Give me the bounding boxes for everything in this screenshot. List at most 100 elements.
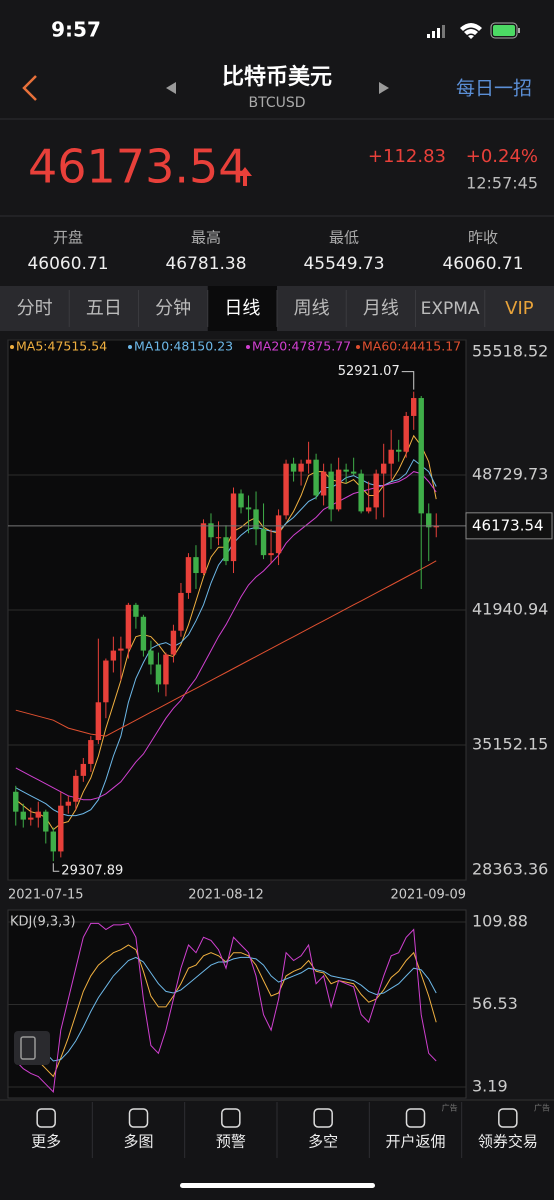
stat-label: 昨收 xyxy=(468,229,498,247)
x-tick-label: 2021-09-09 xyxy=(390,888,466,903)
phone-icon[interactable] xyxy=(14,1031,50,1065)
y-tick-label: 109.88 xyxy=(472,912,528,931)
candle-body xyxy=(380,463,387,474)
nav-label[interactable]: 更多 xyxy=(31,1133,61,1151)
candle-body xyxy=(80,763,87,776)
legend-label: MA60:44415.17 xyxy=(362,339,461,354)
ad-label: 广告 xyxy=(442,1103,458,1113)
candle-body xyxy=(365,507,372,512)
candle-body xyxy=(103,660,109,703)
nav-icon[interactable] xyxy=(405,1108,426,1128)
price-chart: 55518.52 48729.73 41940.94 35152.15 28363.36… xyxy=(8,339,553,903)
home-indicator xyxy=(180,1183,375,1188)
x-tick-label: 2021-08-12 xyxy=(188,888,264,903)
candle-body xyxy=(433,525,439,528)
legend-label: MA5:47515.54 xyxy=(16,339,107,354)
kdj-title: KDJ(9,3,3) xyxy=(10,915,76,930)
candle-body xyxy=(283,463,289,516)
stat-label: 最低 xyxy=(329,229,359,247)
candle-body xyxy=(373,473,379,508)
tab[interactable]: 分时 xyxy=(17,298,53,319)
candle-body xyxy=(125,604,132,649)
candle-body xyxy=(275,515,282,554)
candle-body xyxy=(230,493,237,562)
candle-body xyxy=(58,805,64,852)
back-button[interactable] xyxy=(22,75,37,101)
kdj-line xyxy=(15,956,437,1062)
candle-body xyxy=(335,469,342,510)
candle-body xyxy=(320,471,327,496)
candle-body xyxy=(163,654,169,685)
candle-body xyxy=(73,775,79,802)
tab[interactable]: 五日 xyxy=(86,298,122,319)
stat-value: 45549.73 xyxy=(303,254,384,274)
plot xyxy=(13,391,439,862)
status-time: 9:57 xyxy=(51,18,101,42)
stat-value: 46060.71 xyxy=(27,254,108,274)
candle-body xyxy=(28,817,34,820)
candle-body xyxy=(305,459,312,464)
candle-body xyxy=(185,557,192,593)
candle-body xyxy=(426,513,432,528)
candle-body xyxy=(253,509,259,530)
candle-body xyxy=(133,604,139,617)
nav-label[interactable]: 多空 xyxy=(308,1133,338,1151)
y-tick-label: 3.19 xyxy=(472,1077,508,1096)
next-button[interactable] xyxy=(379,82,389,94)
candle-body xyxy=(290,463,297,472)
nav-label[interactable]: 预警 xyxy=(216,1133,246,1151)
plot xyxy=(15,922,437,1093)
candle-body xyxy=(20,811,26,820)
ma-line xyxy=(15,471,437,801)
nav-label[interactable]: 开户返佣 xyxy=(385,1133,445,1151)
candle-body xyxy=(110,650,117,661)
legend-swatch xyxy=(356,345,360,349)
candle-body xyxy=(395,449,402,452)
candle-body xyxy=(200,523,207,574)
status-icons xyxy=(427,22,520,39)
nav-icon[interactable] xyxy=(498,1108,518,1128)
nav-label[interactable]: 多图 xyxy=(123,1133,153,1151)
candle-body xyxy=(155,664,162,685)
header-title: 比特币美元 xyxy=(222,64,332,90)
header-subtitle: BTCUSD xyxy=(248,95,305,111)
stat-value: 46060.71 xyxy=(442,254,523,274)
candle-body xyxy=(95,702,102,741)
nav-icon[interactable] xyxy=(128,1108,149,1128)
candle-body xyxy=(35,811,41,818)
tab[interactable]: 分钟 xyxy=(155,298,191,319)
candle-body xyxy=(313,459,319,496)
candle-body xyxy=(350,471,357,474)
candle-body xyxy=(411,398,417,416)
candle-body xyxy=(328,471,334,510)
candle-body xyxy=(245,507,252,510)
max-annotation: 52921.07 xyxy=(338,364,400,379)
tab[interactable]: VIP xyxy=(505,298,534,319)
candle-body xyxy=(43,811,49,832)
last-price-box xyxy=(465,512,553,540)
daily-tip[interactable]: 每日一招 xyxy=(456,78,532,100)
nav-icon[interactable] xyxy=(221,1108,241,1128)
quote-time: 12:57:45 xyxy=(466,174,538,193)
candle-body xyxy=(118,648,124,651)
candle-body xyxy=(50,831,57,852)
stat-label: 开盘 xyxy=(53,229,83,247)
tab[interactable]: 月线 xyxy=(363,298,399,319)
y-tick-label: 35152.15 xyxy=(472,735,548,754)
ad-label: 广告 xyxy=(534,1103,550,1113)
price-change-pct: +0.24% xyxy=(466,146,538,167)
nav-icon[interactable] xyxy=(313,1108,333,1128)
prev-button[interactable] xyxy=(166,82,176,94)
candle-body xyxy=(178,592,184,631)
nav-icon[interactable] xyxy=(36,1108,56,1128)
y-tick-label: 41940.94 xyxy=(472,600,548,619)
candle-body xyxy=(223,537,229,562)
nav-label[interactable]: 领券交易 xyxy=(478,1133,538,1151)
price-change: +112.83 xyxy=(368,146,446,167)
candle-body xyxy=(403,415,409,452)
tab[interactable]: EXPMA xyxy=(421,299,480,319)
tab[interactable]: 日线 xyxy=(224,298,260,319)
tab[interactable]: 周线 xyxy=(294,298,330,319)
stat-label: 最高 xyxy=(191,229,221,247)
